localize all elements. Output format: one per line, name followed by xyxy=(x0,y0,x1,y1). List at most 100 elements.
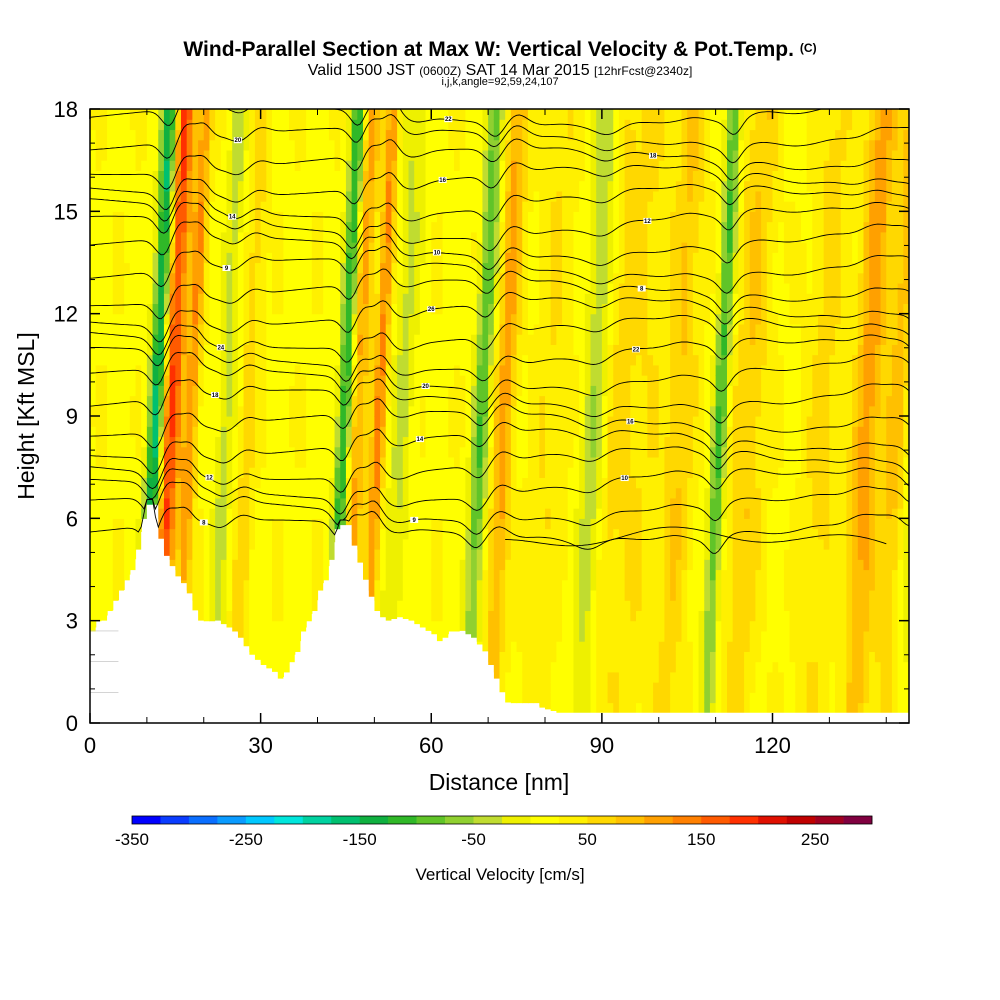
velocity-cell xyxy=(260,416,267,427)
velocity-cell xyxy=(607,661,614,673)
velocity-cell xyxy=(198,160,205,171)
velocity-cell xyxy=(573,651,580,663)
velocity-cell xyxy=(306,405,313,417)
velocity-cell xyxy=(482,313,489,325)
velocity-cell xyxy=(198,252,205,264)
velocity-cell xyxy=(192,231,199,243)
velocity-cell xyxy=(579,344,586,356)
velocity-cell xyxy=(374,334,381,345)
velocity-cell xyxy=(425,518,432,530)
velocity-cell xyxy=(95,201,102,212)
velocity-cell xyxy=(488,528,495,540)
velocity-cell xyxy=(368,354,375,366)
velocity-cell xyxy=(289,651,296,663)
velocity-cell xyxy=(402,416,410,427)
velocity-cell xyxy=(237,579,245,591)
velocity-cell xyxy=(158,293,165,305)
velocity-cell xyxy=(493,303,501,315)
velocity-cell xyxy=(374,323,381,335)
velocity-cell xyxy=(550,456,557,468)
velocity-cell xyxy=(556,651,563,663)
velocity-cell xyxy=(613,313,620,325)
velocity-cell xyxy=(272,559,279,571)
velocity-cell xyxy=(465,149,472,161)
velocity-cell xyxy=(545,221,552,233)
velocity-cell xyxy=(283,569,290,581)
velocity-cell xyxy=(436,487,444,499)
velocity-cell xyxy=(425,323,432,335)
velocity-cell xyxy=(556,129,563,141)
velocity-cell xyxy=(636,456,643,468)
velocity-cell xyxy=(306,149,313,161)
velocity-cell xyxy=(448,323,455,335)
velocity-cell xyxy=(385,416,393,427)
velocity-cell xyxy=(436,630,444,642)
velocity-cell xyxy=(414,303,421,315)
velocity-cell xyxy=(232,589,239,601)
velocity-cell xyxy=(550,497,557,509)
velocity-cell xyxy=(237,508,245,519)
velocity-cell xyxy=(357,313,364,325)
velocity-cell xyxy=(414,160,421,171)
velocity-cell xyxy=(380,375,387,386)
velocity-cell xyxy=(522,385,529,397)
velocity-cell xyxy=(374,569,381,581)
velocity-cell xyxy=(436,416,444,427)
velocity-cell xyxy=(152,170,159,182)
velocity-cell xyxy=(391,446,398,458)
velocity-cell xyxy=(300,375,307,386)
velocity-cell xyxy=(562,405,569,417)
velocity-cell xyxy=(454,579,461,591)
velocity-cell xyxy=(237,610,245,622)
velocity-cell xyxy=(90,180,97,192)
velocity-cell xyxy=(220,303,228,315)
velocity-cell xyxy=(636,661,643,673)
velocity-cell xyxy=(522,589,529,601)
velocity-cell xyxy=(482,467,489,478)
velocity-cell xyxy=(499,497,506,509)
velocity-cell xyxy=(624,579,631,591)
velocity-cell xyxy=(175,170,182,182)
velocity-cell xyxy=(141,282,148,294)
velocity-cell xyxy=(425,282,432,294)
velocity-cell xyxy=(90,119,97,131)
velocity-cell xyxy=(550,190,557,202)
velocity-cell xyxy=(237,589,245,601)
velocity-cell xyxy=(345,426,353,438)
velocity-cell xyxy=(562,262,569,274)
velocity-cell xyxy=(573,119,580,131)
velocity-cell xyxy=(328,323,336,335)
velocity-cell xyxy=(573,682,580,693)
velocity-cell xyxy=(624,702,631,714)
velocity-cell xyxy=(90,375,97,386)
velocity-cell xyxy=(192,538,199,550)
velocity-cell xyxy=(579,170,586,182)
velocity-cell xyxy=(522,119,529,131)
velocity-cell xyxy=(442,610,449,622)
velocity-cell xyxy=(169,129,176,141)
velocity-cell xyxy=(385,436,393,448)
velocity-cell xyxy=(436,201,444,212)
velocity-cell xyxy=(311,272,319,284)
velocity-cell xyxy=(545,160,552,171)
velocity-cell xyxy=(112,313,120,325)
velocity-cell xyxy=(516,641,523,652)
velocity-cell xyxy=(215,129,222,141)
velocity-cell xyxy=(414,211,421,223)
velocity-cell xyxy=(408,364,415,376)
velocity-cell xyxy=(545,651,552,663)
velocity-cell xyxy=(306,385,313,397)
velocity-cell xyxy=(90,569,97,581)
velocity-cell xyxy=(368,446,375,458)
velocity-cell xyxy=(471,323,478,335)
velocity-cell xyxy=(357,456,364,468)
velocity-cell xyxy=(436,129,444,141)
velocity-cell xyxy=(573,405,580,417)
velocity-cell xyxy=(630,610,637,622)
velocity-cell xyxy=(146,467,154,478)
velocity-cell xyxy=(226,518,233,530)
velocity-cell xyxy=(618,385,626,397)
velocity-cell xyxy=(454,160,461,171)
velocity-cell xyxy=(340,282,347,294)
velocity-cell xyxy=(590,559,597,571)
